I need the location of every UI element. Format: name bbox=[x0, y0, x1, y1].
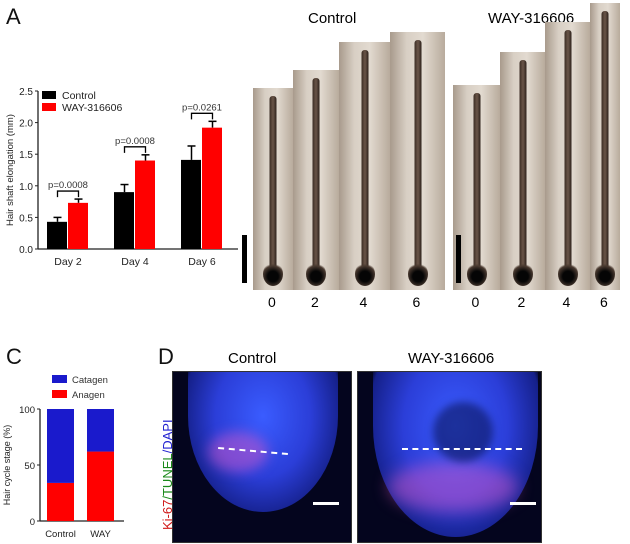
y-tick-label: 50 bbox=[24, 461, 35, 472]
y-tick-label: 0 bbox=[30, 517, 35, 528]
bar-catagen bbox=[87, 409, 114, 452]
significance-bracket bbox=[190, 112, 214, 120]
dashed-line bbox=[402, 448, 522, 450]
x-tick-label: Day 2 bbox=[54, 256, 82, 268]
fluorescence-image-way bbox=[357, 371, 542, 543]
p-value-label: p=0.0008 bbox=[48, 180, 88, 191]
legend-swatch bbox=[52, 390, 67, 398]
fluo-title-control: Control bbox=[228, 350, 277, 367]
bar-chart-elongation: 0.0 0.5 1.0 1.5 2.0 2.5 Hair shaft elongation … bbox=[5, 87, 238, 268]
photo-title-control: Control bbox=[308, 10, 357, 27]
x-tick-label: Control bbox=[45, 529, 76, 540]
hair-shaft bbox=[519, 60, 526, 268]
bar-control bbox=[47, 221, 67, 249]
hair-follicle-photo bbox=[390, 32, 446, 290]
day-label: 6 bbox=[412, 294, 421, 310]
y-tick-label: 2.0 bbox=[19, 119, 33, 130]
hair-follicle-photo bbox=[339, 42, 391, 290]
scale-bar bbox=[313, 502, 339, 505]
y-tick-label: 1.5 bbox=[19, 150, 33, 161]
significance-bracket bbox=[123, 146, 147, 153]
bar-way-316606 bbox=[68, 202, 88, 249]
hair-bulb bbox=[354, 262, 375, 286]
fluorescence-image-control bbox=[172, 371, 352, 543]
bar-control bbox=[181, 159, 201, 249]
hair-bulb bbox=[557, 262, 578, 286]
x-tick-label: Day 6 bbox=[188, 256, 216, 268]
day-label: 4 bbox=[359, 294, 368, 310]
y-tick-label: 0.0 bbox=[19, 245, 33, 256]
hair-shaft bbox=[601, 11, 609, 268]
day-label: 0 bbox=[268, 294, 276, 310]
scale-bar bbox=[456, 235, 461, 283]
legend-label: WAY-316606 bbox=[62, 102, 122, 114]
significance-bracket bbox=[56, 190, 80, 198]
hair-shaft bbox=[312, 78, 320, 268]
bar-anagen bbox=[47, 482, 74, 521]
x-tick-label: WAY bbox=[90, 529, 111, 540]
bar-control bbox=[114, 192, 134, 249]
hair-bulb bbox=[512, 262, 533, 286]
day-label: 2 bbox=[517, 294, 526, 310]
hair-bulb bbox=[407, 262, 428, 286]
y-axis-label: Hair cycle stage (%) bbox=[2, 425, 12, 506]
y-tick-label: 1.0 bbox=[19, 182, 33, 193]
fluo-title-way: WAY-316606 bbox=[408, 350, 495, 367]
legend-label: Anagen bbox=[72, 390, 105, 401]
hair-shaft bbox=[361, 50, 368, 268]
hair-shaft bbox=[414, 40, 421, 268]
hair-follicle-photo bbox=[293, 70, 340, 290]
bar-anagen bbox=[87, 451, 114, 521]
hair-shaft bbox=[269, 96, 277, 268]
bar-catagen bbox=[47, 409, 74, 483]
legend-swatch bbox=[42, 103, 56, 111]
scale-bar bbox=[510, 502, 536, 505]
p-value-label: p=0.0261 bbox=[182, 102, 222, 113]
hair-shaft bbox=[564, 30, 571, 268]
p-value-label: p=0.0008 bbox=[115, 136, 155, 147]
y-tick-label: 100 bbox=[19, 405, 35, 416]
hair-bulb bbox=[595, 262, 615, 286]
hair-follicle-photo bbox=[590, 3, 621, 290]
legend-swatch bbox=[42, 91, 56, 99]
y-axis-label: Hair shaft elongation (mm) bbox=[5, 114, 16, 226]
day-label: 0 bbox=[471, 294, 480, 310]
bar-way-316606 bbox=[135, 160, 155, 249]
bar-way-316606 bbox=[202, 127, 222, 249]
panel-label-a: A bbox=[6, 4, 21, 29]
x-tick-label: Day 4 bbox=[121, 256, 149, 268]
day-label: 4 bbox=[562, 294, 571, 310]
y-tick-label: 2.5 bbox=[19, 87, 33, 98]
legend-label: Catagen bbox=[72, 375, 108, 386]
y-tick-label: 0.5 bbox=[19, 213, 33, 224]
hair-follicle-photo bbox=[545, 22, 591, 290]
legend-swatch bbox=[52, 375, 67, 383]
panel-label-d: D bbox=[158, 344, 174, 369]
hair-shaft bbox=[473, 93, 480, 268]
hair-follicle-photo bbox=[500, 52, 546, 290]
hair-bulb bbox=[306, 262, 326, 286]
hair-bulb bbox=[466, 262, 487, 286]
day-label: 6 bbox=[600, 294, 608, 310]
hair-bulb bbox=[263, 262, 283, 286]
hair-follicle-photo bbox=[253, 88, 294, 290]
scale-bar bbox=[242, 235, 247, 283]
panel-label-c: C bbox=[6, 344, 22, 369]
stacked-bar-chart-hair-cycle: 0 50 100 Hair cycle stage (%) Control WAY Cata… bbox=[2, 375, 124, 540]
hair-follicle-photo bbox=[453, 85, 501, 290]
day-label: 2 bbox=[311, 294, 319, 310]
legend-label: Control bbox=[62, 90, 96, 102]
